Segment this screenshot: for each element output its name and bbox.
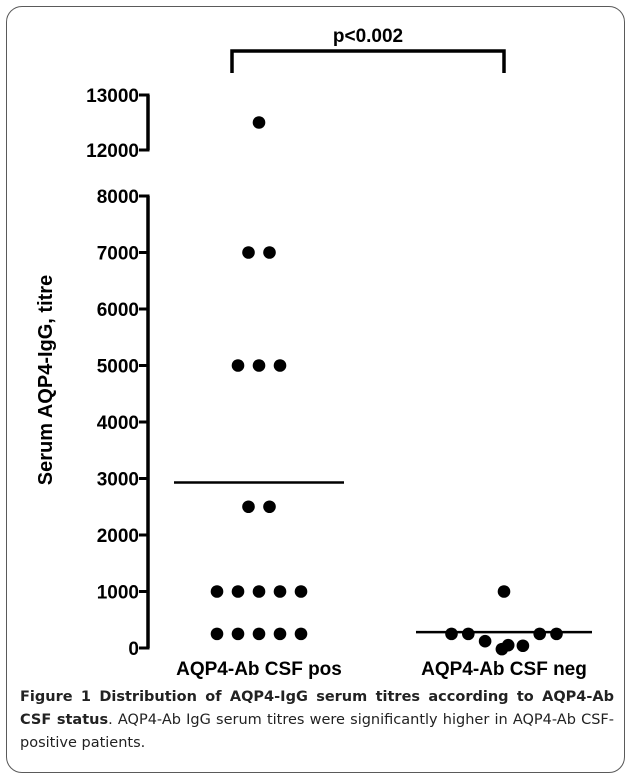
data-point xyxy=(242,246,255,259)
y-tick-label: 7000 xyxy=(97,244,139,265)
y-tick-label: 5000 xyxy=(97,357,139,378)
y-tick-label: 12000 xyxy=(86,141,139,162)
data-point xyxy=(252,585,266,598)
data-point xyxy=(263,246,276,259)
data-point xyxy=(273,359,287,372)
caption-text: . AQP4-Ab IgG serum titres were signific… xyxy=(20,712,614,751)
scatter-chart: 0 1000 2000 3000 4000 5000 6000 7000 8000 12000 13… xyxy=(35,26,592,680)
significance-bracket-line xyxy=(230,49,506,73)
mean-lines xyxy=(174,481,592,634)
data-points xyxy=(210,116,563,656)
x-category-labels: AQP4-Ab CSF pos AQP4-Ab CSF neg xyxy=(176,659,587,680)
data-point xyxy=(252,116,266,129)
data-point xyxy=(516,639,530,653)
data-point xyxy=(252,359,266,372)
significance-bracket: p<0.002 xyxy=(230,26,506,73)
data-point xyxy=(273,585,287,598)
data-point xyxy=(533,627,546,641)
data-point xyxy=(210,585,224,598)
y-tick-label: 1000 xyxy=(97,583,139,604)
x-category-label: AQP4-Ab CSF pos xyxy=(176,659,342,680)
data-point xyxy=(497,585,511,598)
y-tick-label: 2000 xyxy=(97,526,139,547)
y-tick-label: 0 xyxy=(128,639,139,660)
y-tick-label: 6000 xyxy=(97,300,139,321)
data-point xyxy=(273,627,287,641)
data-point xyxy=(550,627,563,641)
data-point xyxy=(478,634,492,648)
caption-title: Figure 1 Distribution of AQP4-IgG serum … xyxy=(20,689,614,728)
data-point xyxy=(445,627,458,641)
data-point xyxy=(462,627,475,641)
significance-label: p<0.002 xyxy=(333,26,403,47)
y-tick-label: 8000 xyxy=(97,187,139,208)
y-axis-label: Serum AQP4-IgG, titre xyxy=(35,275,57,485)
data-point xyxy=(242,500,255,514)
y-tick-label: 13000 xyxy=(86,86,139,107)
x-category-label: AQP4-Ab CSF neg xyxy=(421,659,587,680)
y-ticks: 0 1000 2000 3000 4000 5000 6000 7000 8000 12000 13… xyxy=(86,86,150,660)
data-point xyxy=(501,638,515,652)
y-tick-label: 4000 xyxy=(97,413,139,434)
data-point xyxy=(231,627,245,641)
data-point xyxy=(231,359,245,372)
data-point xyxy=(252,627,266,641)
data-point xyxy=(294,585,308,598)
data-point xyxy=(263,500,276,514)
figure-caption: Figure 1 Distribution of AQP4-IgG serum … xyxy=(20,686,614,755)
data-point xyxy=(231,585,245,598)
y-tick-label: 3000 xyxy=(97,470,139,491)
data-point xyxy=(294,627,308,641)
data-point xyxy=(210,627,224,641)
